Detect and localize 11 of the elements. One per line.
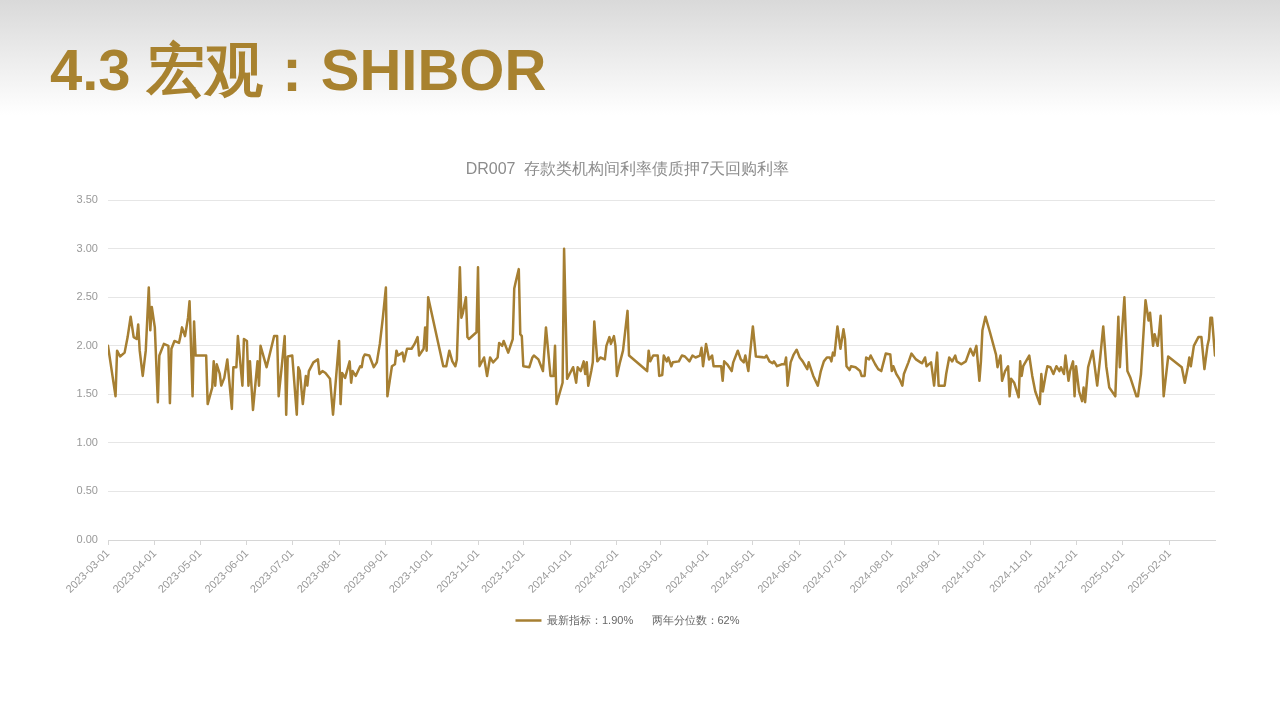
- y-tick-label: 3.00: [76, 241, 98, 254]
- chart-title: 4.3 宏观：SHIBOR: [50, 37, 547, 102]
- y-tick-label: 0.00: [76, 533, 98, 546]
- y-tick-label: 2.50: [76, 290, 98, 303]
- y-tick-label: 1.50: [76, 387, 98, 400]
- y-tick-label: 1.00: [76, 435, 98, 448]
- y-tick-label: 2.00: [76, 338, 98, 351]
- chart-subtitle: DR007 存款类机构间利率债质押7天回购利率: [465, 160, 790, 178]
- y-tick-label: 3.50: [76, 193, 98, 206]
- legend-label: 最新指标：1.90% 两年分位数：62%: [546, 613, 740, 626]
- y-tick-label: 0.50: [76, 484, 98, 497]
